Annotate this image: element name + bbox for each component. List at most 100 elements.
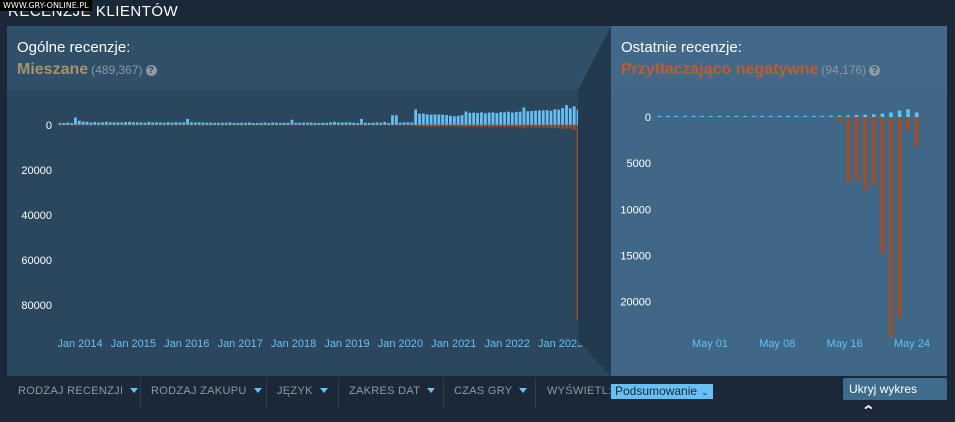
positive-bar [325, 122, 329, 125]
negative-bar [734, 117, 739, 118]
negative-bar [545, 124, 549, 128]
positive-bar [186, 118, 189, 125]
positive-bar [371, 122, 375, 125]
negative-bar [811, 117, 816, 118]
negative-bar [217, 124, 220, 126]
positive-bar [507, 111, 510, 125]
negative-bar [914, 117, 919, 147]
positive-bar [666, 115, 670, 118]
negative-bar [85, 124, 89, 126]
positive-bar [534, 110, 537, 125]
positive-bar [178, 122, 182, 125]
positive-bar [491, 112, 495, 125]
divider [443, 378, 444, 408]
negative-bar [406, 124, 410, 126]
display-select[interactable]: Podsumowanie ⌄ [611, 384, 713, 399]
recent-review-count: (94,176) [821, 63, 867, 77]
positive-bar [472, 112, 476, 125]
positive-bar [135, 122, 139, 125]
positive-bar [232, 122, 236, 125]
positive-bar [786, 115, 790, 118]
negative-bar [666, 117, 670, 118]
filter-date-range-label: ZAKRES DAT [349, 385, 421, 397]
negative-bar [387, 124, 390, 126]
hide-chart-button[interactable]: Ukryj wykres ⌃ [843, 378, 947, 418]
positive-bar [240, 122, 244, 125]
positive-bar [495, 113, 499, 125]
positive-bar [846, 115, 850, 118]
x-tick-label: Jan 2014 [57, 338, 102, 350]
positive-bar [572, 106, 576, 125]
chevron-down-icon [319, 388, 328, 393]
x-tick-label: Jan 2021 [431, 338, 476, 350]
negative-bar [132, 124, 135, 126]
negative-bar [476, 124, 479, 128]
help-icon[interactable]: ? [869, 65, 881, 76]
negative-bar [236, 124, 240, 126]
negative-bar [352, 124, 356, 126]
positive-bar [89, 122, 93, 125]
negative-bar [197, 124, 201, 126]
positive-bar [282, 122, 286, 125]
negative-bar [151, 124, 155, 126]
negative-bar [248, 124, 251, 126]
positive-bar [162, 122, 166, 125]
positive-bar [220, 122, 224, 125]
positive-bar [197, 122, 201, 125]
negative-bar [77, 124, 81, 126]
negative-bar [572, 124, 576, 130]
divider [140, 378, 141, 408]
chevron-down-icon [130, 388, 139, 393]
filter-date-range[interactable]: ZAKRES DAT [349, 376, 436, 406]
positive-bar [803, 115, 807, 118]
positive-bar [889, 112, 893, 118]
x-tick-label: Jan 2015 [111, 338, 156, 350]
positive-bar [124, 122, 128, 125]
positive-bar [568, 108, 572, 125]
positive-bar [510, 112, 514, 125]
filter-purchase-type[interactable]: RODZAJ ZAKUPU [151, 376, 262, 406]
negative-bar [371, 124, 375, 126]
positive-bar [182, 122, 186, 125]
positive-bar [286, 122, 290, 125]
filter-playtime[interactable]: CZAS GRY [454, 376, 528, 406]
negative-bar [302, 124, 305, 126]
negative-bar [155, 124, 158, 126]
positive-bar [309, 122, 313, 125]
positive-bar [726, 115, 730, 118]
positive-bar [769, 115, 773, 118]
positive-bar [518, 111, 522, 125]
negative-bar [794, 117, 799, 118]
negative-bar [360, 124, 363, 126]
y-tick-label: 80000 [21, 300, 52, 312]
positive-bar [717, 115, 722, 118]
negative-bar [565, 124, 568, 129]
negative-bar [364, 124, 367, 126]
positive-bar [387, 122, 390, 125]
negative-bar [348, 124, 352, 126]
positive-bar [503, 112, 506, 125]
positive-bar [251, 122, 255, 125]
negative-bar [751, 117, 756, 118]
negative-bar [480, 124, 483, 128]
positive-bar [81, 121, 85, 125]
positive-bar [437, 114, 441, 125]
negative-bar [452, 124, 456, 127]
filter-review-type[interactable]: RODZAJ RECENZJI [18, 376, 139, 406]
y-tick-label: 40000 [21, 210, 52, 222]
positive-bar [425, 114, 429, 125]
help-icon[interactable]: ? [145, 65, 157, 76]
overall-reviews-panel: Ogólne recenzje: Mieszane (489,367)? 0 200… [7, 26, 614, 376]
negative-bar [309, 124, 313, 126]
x-tick-label: Jan 2020 [378, 338, 423, 350]
negative-bar [74, 124, 77, 126]
positive-bar [375, 122, 379, 125]
negative-bar [174, 124, 178, 126]
positive-bar [906, 109, 910, 118]
negative-bar [906, 117, 910, 130]
filter-language[interactable]: JĘZYK [277, 376, 328, 406]
chevron-down-icon [519, 388, 528, 393]
positive-bar [74, 117, 77, 125]
negative-bar [383, 124, 387, 126]
positive-bar [139, 122, 143, 125]
